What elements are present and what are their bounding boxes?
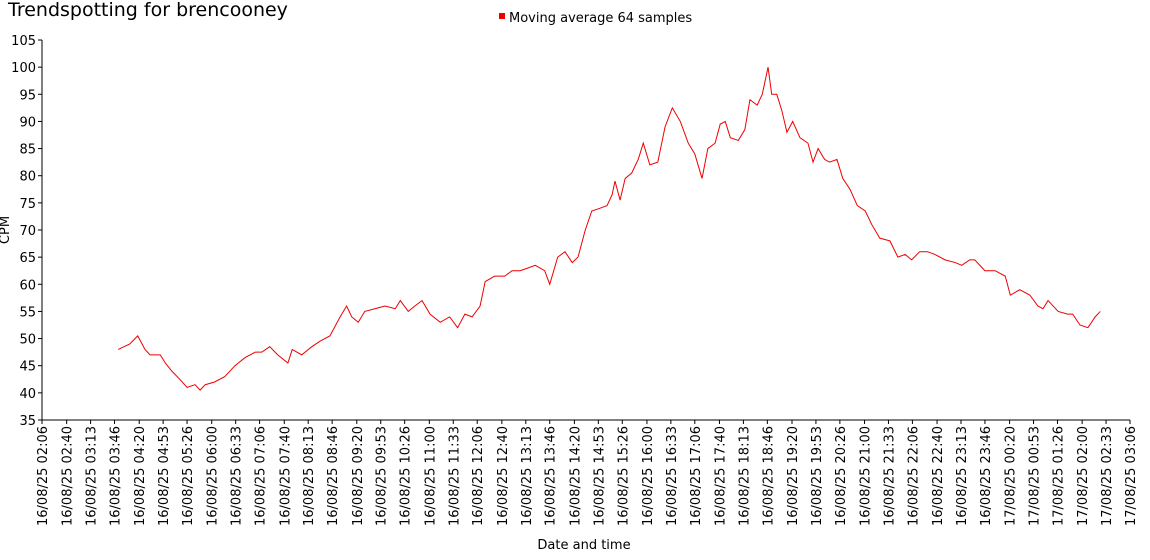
y-tick-label: 45 xyxy=(19,360,36,375)
x-tick-label: 16/08/25 23:46 xyxy=(979,426,994,526)
x-tick-label: 16/08/25 22:40 xyxy=(931,426,946,526)
x-tick-label: 16/08/25 12:40 xyxy=(496,426,511,526)
y-tick-label: 60 xyxy=(19,278,36,293)
x-tick-label: 16/08/25 18:46 xyxy=(761,426,776,526)
x-tick-label: 16/08/25 21:33 xyxy=(882,426,897,526)
x-tick-label: 16/08/25 02:06 xyxy=(36,426,51,526)
y-tick-label: 80 xyxy=(19,170,36,185)
legend-label: Moving average 64 samples xyxy=(509,11,692,26)
x-tick-label: 16/08/25 08:46 xyxy=(326,426,341,526)
legend-swatch xyxy=(499,13,505,19)
x-tick-label: 16/08/25 17:40 xyxy=(713,426,728,526)
y-tick-label: 35 xyxy=(19,414,36,429)
data-line xyxy=(117,67,1101,391)
x-tick-label: 16/08/25 14:20 xyxy=(568,426,583,526)
x-tick-label: 16/08/25 07:06 xyxy=(254,426,269,526)
x-tick-label: 16/08/25 18:13 xyxy=(737,426,752,526)
x-tick-label: 17/08/25 02:33 xyxy=(1100,426,1115,526)
x-tick-label: 16/08/25 23:13 xyxy=(955,426,970,526)
x-tick-label: 16/08/25 04:53 xyxy=(157,426,172,526)
y-tick-label: 90 xyxy=(19,115,36,130)
x-tick-label: 16/08/25 17:06 xyxy=(689,426,704,526)
x-tick-label: 17/08/25 03:06 xyxy=(1124,426,1139,526)
x-tick-label: 17/08/25 02:00 xyxy=(1076,426,1091,526)
y-tick-label: 95 xyxy=(19,88,36,103)
x-tick-label: 16/08/25 20:26 xyxy=(834,426,849,526)
x-tick-label: 16/08/25 05:26 xyxy=(181,426,196,526)
x-tick-label: 16/08/25 02:40 xyxy=(61,426,76,526)
x-tick-label: 16/08/25 13:13 xyxy=(520,426,535,526)
x-tick-label: 16/08/25 11:00 xyxy=(423,426,438,526)
x-tick-label: 16/08/25 16:33 xyxy=(665,426,680,526)
chart-title: Trendspotting for brencooney xyxy=(7,0,288,21)
x-tick-label: 16/08/25 19:53 xyxy=(810,426,825,526)
x-tick-label: 16/08/25 06:33 xyxy=(230,426,245,526)
x-tick-label: 16/08/25 09:53 xyxy=(375,426,390,526)
x-tick-label: 16/08/25 15:26 xyxy=(616,426,631,526)
y-tick-label: 70 xyxy=(19,224,36,239)
x-tick-label: 16/08/25 09:20 xyxy=(351,426,366,526)
y-tick-label: 105 xyxy=(11,34,36,49)
x-tick-label: 16/08/25 06:00 xyxy=(206,426,221,526)
x-tick-label: 16/08/25 07:40 xyxy=(278,426,293,526)
x-tick-label: 16/08/25 08:13 xyxy=(302,426,317,526)
x-tick-label: 16/08/25 12:06 xyxy=(471,426,486,526)
x-tick-label: 17/08/25 00:20 xyxy=(1004,426,1019,526)
x-tick-label: 16/08/25 19:20 xyxy=(786,426,801,526)
x-tick-label: 17/08/25 00:53 xyxy=(1028,426,1043,526)
y-tick-label: 85 xyxy=(19,143,36,158)
x-tick-label: 16/08/25 04:20 xyxy=(133,426,148,526)
x-tick-label: 16/08/25 14:53 xyxy=(592,426,607,526)
y-axis-label: CPM xyxy=(0,216,13,244)
y-tick-label: 40 xyxy=(19,387,36,402)
y-tick-label: 55 xyxy=(19,305,36,320)
x-tick-label: 16/08/25 16:00 xyxy=(641,426,656,526)
y-tick-label: 50 xyxy=(19,333,36,348)
x-tick-label: 16/08/25 13:46 xyxy=(544,426,559,526)
x-tick-label: 16/08/25 11:33 xyxy=(447,426,462,526)
x-tick-label: 16/08/25 21:00 xyxy=(859,426,874,526)
x-tick-label: 16/08/25 03:46 xyxy=(109,426,124,526)
y-tick-label: 100 xyxy=(11,61,36,76)
y-tick-label: 65 xyxy=(19,251,36,266)
x-axis-label: Date and time xyxy=(537,538,630,553)
x-tick-label: 16/08/25 03:13 xyxy=(85,426,100,526)
x-tick-label: 16/08/25 10:26 xyxy=(399,426,414,526)
y-tick-label: 75 xyxy=(19,197,36,212)
x-tick-label: 16/08/25 22:06 xyxy=(906,426,921,526)
x-tick-label: 17/08/25 01:26 xyxy=(1051,426,1066,526)
